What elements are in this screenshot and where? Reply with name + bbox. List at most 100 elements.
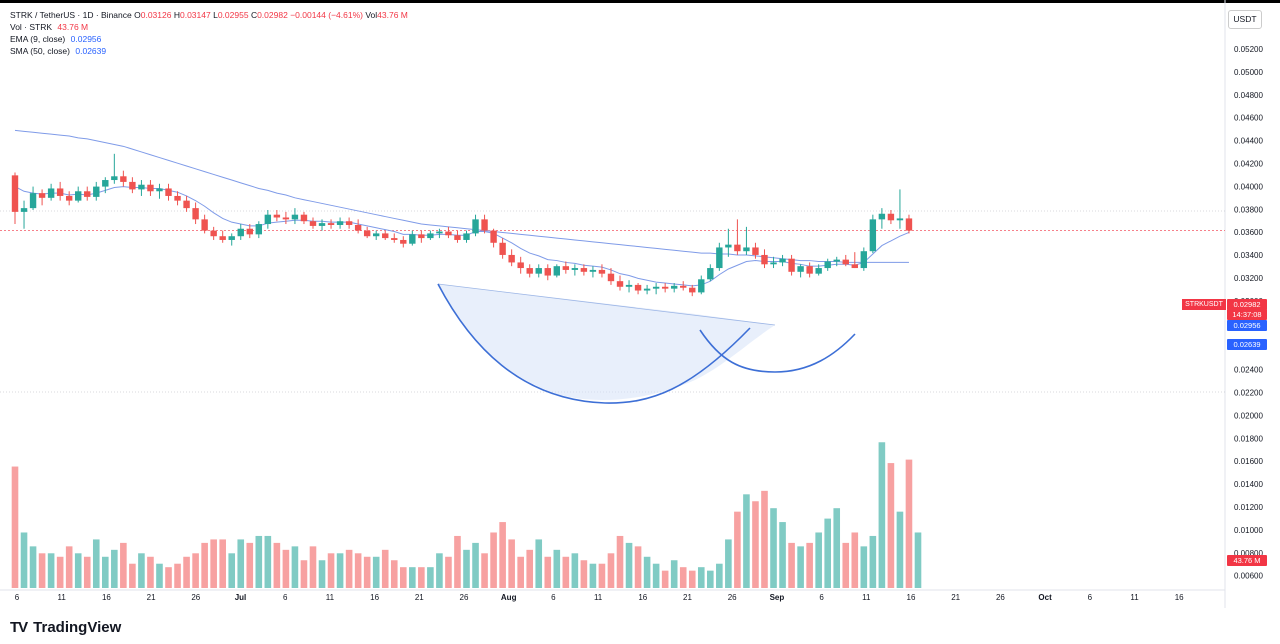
price-axis-label: 0.01400 [1234, 480, 1263, 489]
candle-body [84, 191, 91, 197]
volume-indicator-legend[interactable]: Vol · STRK 43.76 M [10, 22, 88, 32]
volume-bar [571, 553, 579, 588]
candle-body [535, 268, 542, 274]
volume-bar [589, 563, 597, 588]
candle-body [373, 233, 380, 237]
candle-body [300, 214, 308, 222]
price-axis-label: 0.01800 [1234, 434, 1263, 443]
volume-bar [74, 553, 82, 588]
tradingview-logo[interactable]: TV TradingView [10, 619, 121, 636]
volume-bar [616, 535, 624, 588]
candle-body [436, 231, 443, 234]
candle-body [887, 213, 895, 221]
currency-unit-button[interactable]: USDT [1228, 10, 1262, 29]
volume-bar [679, 567, 687, 588]
candle-body [111, 176, 118, 181]
candle-body [409, 234, 416, 244]
price-axis-label: 0.03400 [1234, 251, 1263, 260]
candle-body [472, 219, 479, 234]
candle-body [309, 221, 317, 226]
time-axis-label: 16 [907, 593, 916, 602]
volume-bar [291, 546, 299, 588]
volume-bar [869, 535, 877, 588]
price-axis-label: 0.01000 [1234, 526, 1263, 535]
time-axis-label: 21 [147, 593, 156, 602]
volume-bar [770, 508, 777, 588]
volume-bar [896, 511, 904, 588]
candle-body [670, 285, 678, 289]
ema-indicator-legend[interactable]: EMA (9, close) 0.02956 [10, 34, 101, 44]
volume-bar [670, 560, 678, 588]
volume-bar [607, 553, 615, 588]
candle-body [716, 247, 723, 269]
ema-9-line [14, 186, 910, 287]
candle-body [418, 234, 425, 239]
candle-body [264, 214, 272, 225]
candle-body [544, 268, 551, 276]
close-label: C [250, 10, 258, 20]
volume-bar [219, 539, 226, 588]
cup-curve [437, 283, 751, 404]
volume-bar [47, 553, 55, 588]
volume-bar [752, 501, 759, 588]
candle-body [120, 176, 127, 182]
candle-body [20, 208, 28, 212]
volume-bar [779, 522, 786, 588]
time-axis-label: 11 [594, 593, 603, 602]
volume-bar [761, 490, 768, 588]
volume-bar [544, 556, 552, 588]
symbol-title[interactable]: STRK / TetherUS · 1D · Binance [10, 10, 132, 20]
sma-indicator-legend[interactable]: SMA (50, close) 0.02639 [10, 46, 106, 56]
candle-body [788, 258, 795, 272]
candle-body [102, 180, 109, 187]
candle-body [499, 242, 506, 255]
price-axis-label: 0.02000 [1234, 411, 1263, 420]
candle-body [580, 268, 588, 272]
volume-bar [228, 553, 236, 588]
volume-bar [697, 567, 705, 588]
volume-bar [878, 442, 886, 588]
volume-bar [318, 560, 326, 588]
volume-bar [815, 532, 822, 588]
time-axis-label: 16 [1175, 593, 1184, 602]
volume-bar [634, 546, 642, 588]
candle-body [752, 247, 759, 255]
open-value: 0.03126 [140, 10, 172, 20]
vol-label: Vol [365, 10, 378, 20]
volume-bar [463, 549, 470, 588]
time-axis-label: Sep [770, 593, 785, 602]
candle-body [598, 269, 606, 274]
volume-bar [725, 539, 732, 588]
candle-body [382, 233, 389, 239]
volume-bar [102, 556, 109, 588]
volume-bar [508, 539, 515, 588]
volume-bar [345, 549, 353, 588]
candle-body [345, 221, 353, 225]
candle-body [174, 195, 181, 201]
volume-bar [192, 553, 199, 588]
change-value: −0.00144 (−4.61%) [290, 10, 363, 20]
candle-body [273, 214, 281, 218]
candle-body [255, 224, 263, 235]
ohlc-legend: STRK / TetherUS · 1D · Binance O0.03126 … [10, 10, 408, 20]
candle-body [761, 254, 768, 265]
candle-body [625, 284, 633, 287]
candle-body [725, 244, 732, 248]
candle-body [201, 219, 208, 231]
candle-body [661, 286, 669, 289]
volume-bar [183, 556, 190, 588]
price-axis-label: 0.00800 [1234, 549, 1263, 558]
volume-bar [138, 553, 145, 588]
candle-body [860, 251, 868, 269]
volume-bar [851, 532, 859, 588]
volume-bar [472, 542, 479, 588]
volume-bar [535, 539, 543, 588]
sma-price-tag: 0.02639 [1227, 339, 1267, 350]
candle-body [29, 193, 37, 209]
time-axis-label: 11 [1130, 593, 1139, 602]
brand-name: TradingView [33, 619, 122, 636]
ema-indicator-label: EMA (9, close) [10, 34, 66, 44]
price-axis-label: 0.04600 [1234, 114, 1263, 123]
candle-body [905, 218, 913, 231]
